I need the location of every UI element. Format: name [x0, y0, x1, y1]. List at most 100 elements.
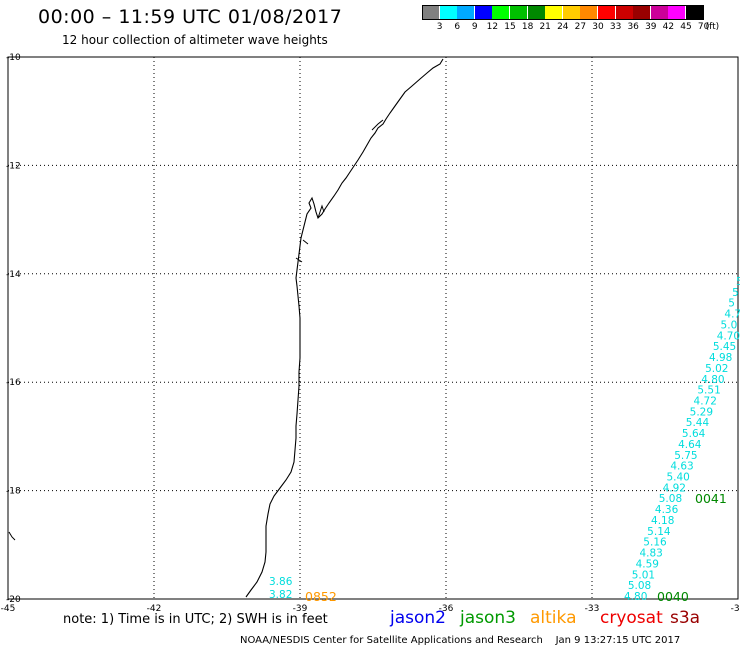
legend-label: 39 [645, 22, 657, 32]
legend-swatch [650, 5, 668, 20]
legend-swatch [492, 5, 510, 20]
legend-label: 21 [539, 22, 551, 32]
wave-height-value: 4.59 [636, 558, 659, 570]
longitude-tick-label: -33 [585, 604, 600, 614]
wave-height-value: 4.72 [694, 395, 717, 407]
map-subtitle: 12 hour collection of altimeter wave hei… [62, 33, 328, 47]
wave-height-value: 4.70 [717, 330, 740, 342]
wave-height-value: 5.40 [666, 472, 689, 484]
legend-label: 30 [592, 22, 604, 32]
longitude-tick-label: -39 [293, 604, 308, 614]
pass-time-label: 0040 [657, 589, 689, 604]
map-frame [7, 56, 739, 600]
satellite-name-jason3: jason3 [460, 608, 516, 628]
wave-height-value: 4.80 [624, 591, 647, 603]
wave-height-value: 5.08 [659, 493, 682, 505]
credit-text: NOAA/NESDIS Center for Satellite Applica… [240, 635, 543, 646]
coastline [245, 58, 444, 598]
wave-height-value: 5.75 [674, 450, 697, 462]
latitude-tick-label: -20 [6, 595, 21, 605]
wave-height-value: 3.86 [269, 576, 293, 588]
legend-label: 15 [504, 22, 516, 32]
legend-swatch [545, 5, 563, 20]
wave-height-value: 5.45 [713, 341, 736, 353]
wave-height-value: 4.92 [663, 482, 686, 494]
legend-label: 42 [662, 22, 675, 32]
pass-time-labels: 0041 0040 0852 [305, 491, 727, 604]
wave-height-value: 4.64 [678, 439, 702, 451]
latitude-tick-label: -16 [6, 378, 21, 388]
wave-height-value: 5 [736, 276, 740, 288]
legend-label: 9 [471, 22, 478, 32]
wave-height-value: 5.01 [632, 569, 655, 581]
wave-height-value: 5.14 [647, 526, 671, 538]
wave-height-value: 5.0 [721, 319, 738, 331]
legend-label: 18 [521, 22, 534, 32]
wave-height-value: 5.51 [697, 385, 720, 397]
wave-height-value: 4.83 [639, 548, 662, 560]
coastline-islands [8, 119, 384, 541]
legend-label: 45 [680, 22, 692, 32]
legend-label: 70 [697, 22, 710, 32]
satellite-name-altika: altika [530, 608, 577, 628]
longitude-tick-label: -30 [731, 604, 740, 614]
wave-height-value: 5 [728, 298, 735, 310]
generated-timestamp: Jan 9 13:27:15 UTC 2017 [555, 635, 681, 646]
satellite-name-cryosat: cryosat [600, 608, 663, 628]
legend-label: 24 [557, 22, 569, 32]
satellite-name-jason2: jason2 [390, 608, 446, 628]
wave-height-value: 4.63 [670, 461, 693, 473]
longitude-tick-label: -36 [439, 604, 454, 614]
latitude-tick-label: -10 [6, 53, 21, 63]
wave-height-value: 5.16 [643, 537, 667, 549]
footer-credit: NOAA/NESDIS Center for Satellite Applica… [240, 635, 680, 646]
legend-unit: (ft) [705, 22, 720, 32]
wave-height-value: 4.7 [724, 309, 740, 321]
wave-height-value: 5.64 [682, 428, 706, 440]
legend-label: 12 [486, 22, 499, 32]
legend-border [422, 5, 704, 20]
legend-label: 6 [454, 22, 461, 32]
longitude-tick-label: -42 [147, 604, 162, 614]
map-title: 00:00 – 11:59 UTC 01/08/2017 [38, 6, 343, 28]
pass-time-label: 0041 [695, 491, 727, 506]
axis-tick-labels: -45 -42 -39 -36 -33 -30 -10 -12 -14 -16 -18 -20 [1, 53, 740, 614]
legend-swatch [668, 5, 686, 20]
units-note: note: 1) Time is in UTC; 2) SWH is in fe… [63, 612, 328, 627]
map-grid [8, 57, 738, 599]
wave-height-value: 5.44 [686, 417, 710, 429]
legend-label: 27 [574, 22, 587, 32]
pass-time-label: 0852 [305, 589, 337, 604]
wave-height-value: 5.29 [690, 406, 713, 418]
legend-swatch [527, 5, 545, 20]
legend-swatch [633, 5, 651, 20]
legend-label: 33 [609, 22, 622, 32]
wave-height-value: 4.36 [655, 504, 679, 516]
wave-height-value: 3.82 [269, 589, 292, 601]
legend-label: 36 [627, 22, 639, 32]
wave-height-value: 5.08 [628, 580, 651, 592]
latitude-tick-label: -18 [6, 487, 21, 497]
satellite-name-s3a: s3a [670, 608, 701, 628]
longitude-tick-label: -45 [1, 604, 16, 614]
legend-swatch [686, 5, 703, 20]
altimeter-tracks: 5554.75.04.705.454.985.024.805.514.725.2… [269, 276, 740, 603]
legend-swatch [422, 5, 439, 20]
legend-swatch [598, 5, 615, 20]
wave-height-value: 4.98 [709, 352, 732, 364]
wave-height-value: 4.80 [701, 374, 724, 386]
legend-swatch [510, 5, 527, 20]
latitude-tick-label: -12 [6, 161, 21, 171]
latitude-tick-label: -14 [6, 270, 21, 280]
legend-swatch [439, 5, 457, 20]
wave-height-value: 5.02 [705, 363, 728, 375]
wave-height-value: 5 [732, 287, 739, 299]
legend-swatch [562, 5, 580, 20]
legend-swatch [474, 5, 492, 20]
legend-swatch [580, 5, 598, 20]
legend-swatch [615, 5, 633, 20]
legend-label: 3 [436, 22, 443, 32]
legend-swatch [457, 5, 475, 20]
wave-height-value: 4.18 [651, 515, 674, 527]
